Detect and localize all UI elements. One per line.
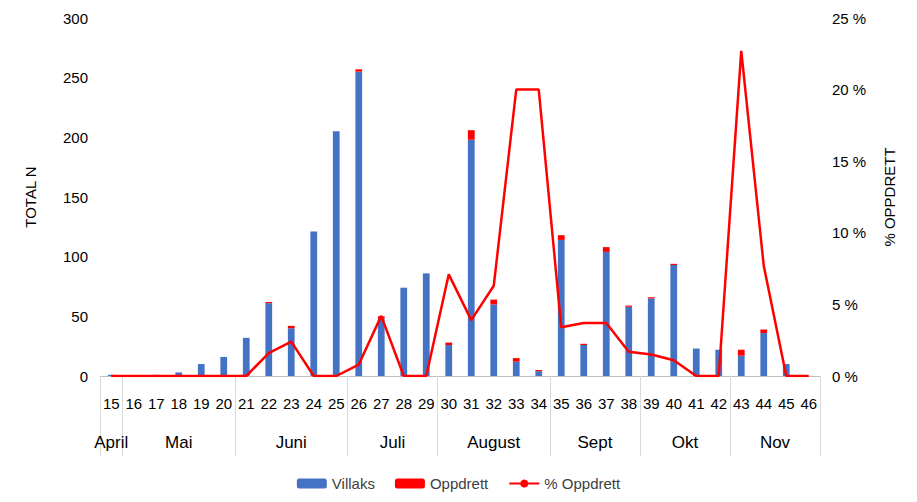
svg-text:10 %: 10 % (832, 224, 866, 241)
svg-text:28: 28 (395, 395, 412, 412)
svg-text:15: 15 (103, 395, 120, 412)
svg-text:Mai: Mai (165, 433, 192, 452)
svg-text:37: 37 (598, 395, 615, 412)
svg-text:29: 29 (418, 395, 435, 412)
svg-text:TOTAL N: TOTAL N (22, 166, 39, 227)
svg-text:% OPPDRETT: % OPPDRETT (881, 147, 898, 246)
svg-text:150: 150 (63, 189, 88, 206)
svg-text:5 %: 5 % (832, 296, 858, 313)
svg-text:Oppdrett: Oppdrett (430, 475, 489, 492)
svg-text:16: 16 (125, 395, 142, 412)
svg-text:August: August (467, 433, 520, 452)
svg-text:41: 41 (688, 395, 705, 412)
svg-text:30: 30 (440, 395, 457, 412)
svg-text:Juni: Juni (276, 433, 307, 452)
svg-text:43: 43 (733, 395, 750, 412)
svg-text:36: 36 (575, 395, 592, 412)
svg-text:33: 33 (508, 395, 525, 412)
svg-text:39: 39 (643, 395, 660, 412)
svg-text:24: 24 (305, 395, 322, 412)
svg-text:20 %: 20 % (832, 81, 866, 98)
svg-text:45: 45 (778, 395, 795, 412)
svg-text:42: 42 (710, 395, 727, 412)
svg-text:Villaks: Villaks (332, 475, 375, 492)
svg-text:0 %: 0 % (832, 368, 858, 385)
svg-text:27: 27 (373, 395, 390, 412)
svg-text:50: 50 (71, 308, 88, 325)
svg-text:200: 200 (63, 129, 88, 146)
svg-text:22: 22 (260, 395, 277, 412)
svg-text:32: 32 (485, 395, 502, 412)
svg-text:Juli: Juli (380, 433, 406, 452)
svg-text:44: 44 (755, 395, 772, 412)
svg-text:0: 0 (80, 368, 88, 385)
svg-text:Sept: Sept (578, 433, 613, 452)
svg-text:300: 300 (63, 10, 88, 27)
svg-text:25 %: 25 % (832, 10, 866, 27)
svg-text:40: 40 (665, 395, 682, 412)
svg-text:Nov: Nov (760, 433, 791, 452)
svg-text:17: 17 (148, 395, 165, 412)
svg-text:21: 21 (238, 395, 255, 412)
svg-text:20: 20 (215, 395, 232, 412)
svg-text:18: 18 (170, 395, 187, 412)
svg-text:25: 25 (328, 395, 345, 412)
svg-text:15 %: 15 % (832, 153, 866, 170)
svg-text:19: 19 (193, 395, 210, 412)
svg-text:% Oppdrett: % Oppdrett (544, 475, 621, 492)
svg-text:100: 100 (63, 248, 88, 265)
svg-text:31: 31 (463, 395, 480, 412)
svg-text:250: 250 (63, 69, 88, 86)
svg-text:April: April (94, 433, 128, 452)
svg-text:38: 38 (620, 395, 637, 412)
svg-text:34: 34 (530, 395, 547, 412)
svg-text:46: 46 (800, 395, 817, 412)
svg-text:23: 23 (283, 395, 300, 412)
svg-text:Okt: Okt (672, 433, 699, 452)
svg-text:35: 35 (553, 395, 570, 412)
svg-text:26: 26 (350, 395, 367, 412)
